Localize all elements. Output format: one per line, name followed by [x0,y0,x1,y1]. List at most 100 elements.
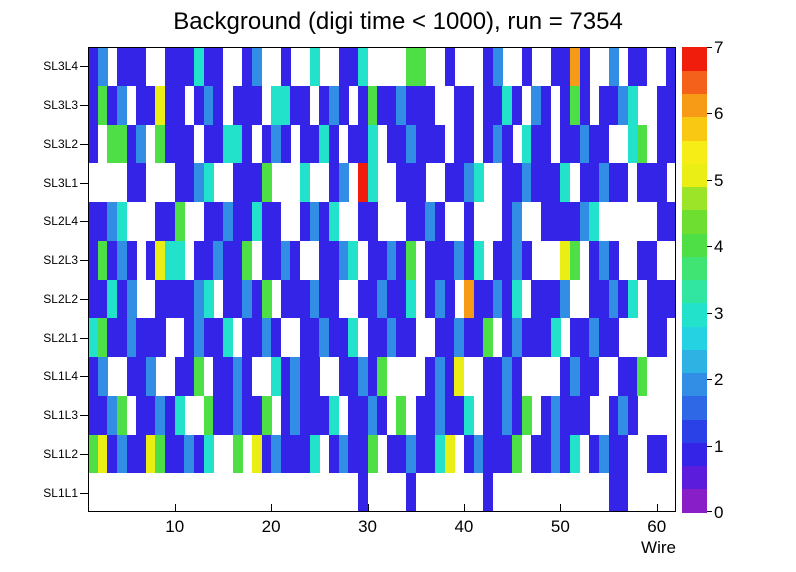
heatmap-cell [213,357,224,396]
heatmap-cell [560,85,571,125]
heatmap-cell [550,318,561,357]
heatmap-cell [579,318,590,357]
heatmap-cell [579,395,590,435]
heatmap-cell [598,85,609,125]
heatmap-cell [194,279,205,319]
colorbar-tick [707,179,712,181]
heatmap-cell [435,279,446,319]
y-axis-tick [80,492,88,494]
heatmap-cell [174,124,185,164]
heatmap-cell [444,47,455,86]
colorbar-tick [707,511,712,512]
heatmap-cell [145,434,156,474]
y-axis-label: SL2L1 [43,330,78,345]
heatmap-cell [348,357,359,396]
heatmap-cell [107,85,118,125]
heatmap-cell [492,279,503,319]
heatmap-cell [155,85,166,125]
colorbar-tick-label: 5 [714,170,724,190]
heatmap-cell [126,47,137,86]
heatmap-cell [425,85,436,125]
heatmap-cell [261,163,272,202]
heatmap-cell [406,240,417,280]
heatmap-cell [550,163,561,202]
heatmap-cell [463,240,474,280]
colorbar-band [682,302,707,327]
heatmap-cell [656,202,667,241]
heatmap-cell [618,279,629,319]
colorbar-band [682,70,707,94]
heatmap-cell [107,395,118,435]
heatmap-cell [203,124,214,164]
heatmap-cell [155,318,166,357]
heatmap-cell [271,318,282,357]
heatmap-cell [116,279,127,319]
heatmap-cell [627,47,638,86]
heatmap-cell [521,47,532,86]
heatmap-cell [242,318,253,357]
heatmap-cell [647,279,658,319]
heatmap-cell [338,318,349,357]
heatmap-cell [569,240,580,280]
heatmap-cell [367,434,378,474]
heatmap-cell [203,47,214,86]
y-axis-tick [80,376,88,378]
heatmap-cell [367,395,378,435]
heatmap-cell [444,434,455,474]
heatmap-cell [396,124,407,164]
heatmap-cell [608,434,619,474]
heatmap-cell [309,395,320,435]
heatmap-cell [251,318,262,357]
heatmap-cell [425,434,436,474]
heatmap-cell [579,85,590,125]
heatmap-cell [512,434,523,474]
heatmap-cell [618,357,629,396]
heatmap-cell [502,163,513,202]
heatmap-cell [300,395,311,435]
heatmap-cell [512,163,523,202]
heatmap-cell [608,395,619,435]
heatmap-cell [386,85,397,125]
heatmap-cell [126,163,137,202]
heatmap-cell [569,124,580,164]
heatmap-cell [512,240,523,280]
heatmap-cell [232,85,243,125]
heatmap-cell [261,124,272,164]
x-axis-tick [656,504,658,512]
heatmap-cell [647,240,658,280]
colorbar-band [682,93,707,118]
heatmap-cell [589,318,600,357]
heatmap-cell [386,124,397,164]
heatmap-cell [280,240,291,280]
heatmap-cell [386,318,397,357]
heatmap-cell [251,434,262,474]
colorbar [682,47,707,513]
colorbar-tick-label: 7 [714,38,724,57]
heatmap-cell [88,202,99,241]
heatmap-cell [357,395,368,435]
heatmap-cell [136,434,147,474]
heatmap-cell [454,163,465,202]
heatmap-cell [367,357,378,396]
colorbar-tick [707,445,712,447]
heatmap-cell [589,202,600,241]
colorbar-band [682,116,707,141]
heatmap-cell [328,163,339,202]
heatmap-cell [386,434,397,474]
heatmap-cell [502,240,513,280]
heatmap-cells [88,47,676,512]
heatmap-cell [174,434,185,474]
heatmap-cell [502,279,513,319]
heatmap-cell [406,202,417,241]
heatmap-cell [502,357,513,396]
heatmap-cell [348,47,359,86]
heatmap-cell [97,318,108,357]
heatmap-cell [145,240,156,280]
heatmap-cell [406,279,417,319]
heatmap-cell [492,395,503,435]
heatmap-cell [512,202,523,241]
heatmap-cell [569,85,580,125]
colorbar-tick-label: 1 [714,436,724,456]
heatmap-cell [165,434,176,474]
